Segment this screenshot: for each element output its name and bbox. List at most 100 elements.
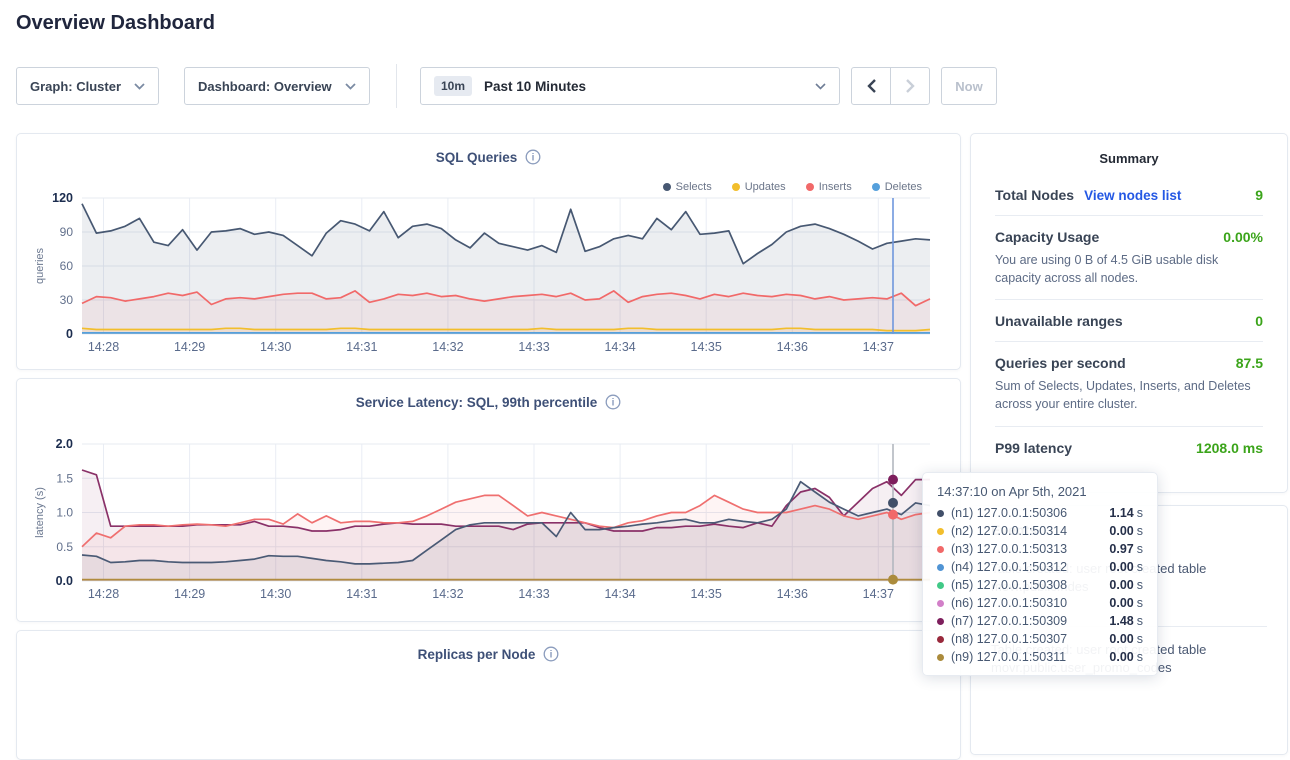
replicas-chart-title: Replicas per Node: [418, 647, 536, 662]
unavailable-ranges-value: 0: [1255, 313, 1263, 329]
x-tick-label: 14:28: [88, 340, 119, 354]
sql-queries-chart-title: SQL Queries: [436, 150, 518, 165]
node-address: (n3) 127.0.0.1:50313: [951, 542, 1067, 556]
x-tick-label: 14:30: [260, 587, 291, 601]
time-range-picker[interactable]: 10m Past 10 Minutes: [420, 67, 840, 105]
node-address: (n2) 127.0.0.1:50314: [951, 524, 1067, 538]
hover-dot: [888, 510, 898, 520]
tooltip-row: (n1) 127.0.0.1:50306 1.14s: [937, 504, 1143, 522]
node-address: (n6) 127.0.0.1:50310: [951, 596, 1067, 610]
x-tick-label: 14:32: [432, 340, 463, 354]
y-tick-label: 1.5: [56, 471, 73, 485]
node-color-dot: [937, 582, 944, 589]
now-button-label: Now: [955, 79, 982, 94]
replicas-per-node-panel: Replicas per Node i: [16, 630, 961, 760]
info-icon[interactable]: i: [605, 394, 621, 410]
y-tick-label: 0.0: [56, 574, 73, 588]
node-color-dot: [937, 546, 944, 553]
summary-row-p99: P99 latency 1208.0 ms: [995, 426, 1263, 468]
tooltip-row: (n4) 127.0.0.1:503120.00s: [937, 558, 1143, 576]
node-color-dot: [937, 636, 944, 643]
y-axis-label: latency (s): [34, 487, 46, 538]
node-color-dot: [937, 564, 944, 571]
y-axis-label: queries: [34, 247, 46, 284]
y-tick-label: 120: [52, 191, 73, 205]
p99-latency-label: P99 latency: [995, 440, 1072, 456]
tooltip-row: (n6) 127.0.0.1:50310 0.00s: [937, 594, 1143, 612]
chevron-left-icon: [867, 79, 876, 93]
node-address: (n1) 127.0.0.1:50306: [951, 506, 1067, 520]
tooltip-row: (n8) 127.0.0.1:50307 0.00s: [937, 630, 1143, 648]
dashboard-dropdown[interactable]: Dashboard: Overview: [184, 67, 370, 105]
node-color-dot: [937, 510, 944, 517]
hover-dot: [888, 575, 898, 585]
graph-dropdown[interactable]: Graph: Cluster: [16, 67, 159, 105]
svg-text:i: i: [550, 650, 553, 661]
x-tick-label: 14:30: [260, 340, 291, 354]
view-nodes-list-link[interactable]: View nodes list: [1084, 188, 1181, 203]
y-tick-label: 60: [60, 259, 74, 273]
svg-text:i: i: [532, 153, 535, 164]
summary-title: Summary: [995, 151, 1263, 166]
hover-dot: [888, 475, 898, 485]
y-tick-label: 90: [60, 225, 74, 239]
sql-queries-chart[interactable]: 14:2814:2914:3014:3114:3214:3314:3414:35…: [17, 180, 960, 368]
x-tick-label: 14:37: [863, 587, 894, 601]
node-latency-value: 1.14s: [1109, 506, 1143, 520]
total-nodes-label: Total Nodes: [995, 187, 1074, 203]
y-tick-label: 1.0: [56, 506, 73, 520]
node-address: (n7) 127.0.0.1:50309: [951, 614, 1067, 628]
now-button[interactable]: Now: [941, 67, 997, 105]
time-next-button[interactable]: [890, 67, 930, 105]
info-icon[interactable]: i: [525, 149, 541, 165]
total-nodes-value: 9: [1255, 187, 1263, 203]
node-latency-value: 0.00s: [1109, 596, 1143, 610]
chevron-down-icon: [815, 83, 826, 90]
node-address: (n8) 127.0.0.1:50307: [951, 632, 1067, 646]
x-tick-label: 14:31: [346, 340, 377, 354]
x-tick-label: 14:36: [777, 587, 808, 601]
chevron-right-icon: [906, 79, 915, 93]
y-tick-label: 0.5: [56, 540, 73, 554]
node-color-dot: [937, 654, 944, 661]
controls-divider: [396, 64, 397, 108]
qps-label: Queries per second: [995, 355, 1126, 371]
node-latency-value: 0.97s: [1109, 542, 1143, 556]
service-latency-chart[interactable]: 14:2814:2914:3014:3114:3214:3314:3414:35…: [17, 435, 960, 623]
node-latency-value: 0.00s: [1109, 632, 1143, 646]
page-title: Overview Dashboard: [16, 12, 215, 35]
dashboard-dropdown-label: Dashboard: Overview: [198, 79, 332, 94]
node-address: (n4) 127.0.0.1:50312: [951, 560, 1067, 574]
tooltip-row: (n9) 127.0.0.1:503110.00s: [937, 648, 1143, 666]
chevron-down-icon: [134, 83, 145, 90]
node-color-dot: [937, 528, 944, 535]
tooltip-row: (n7) 127.0.0.1:503091.48s: [937, 612, 1143, 630]
x-tick-label: 14:37: [863, 340, 894, 354]
tooltip-row: (n5) 127.0.0.1:503080.00s: [937, 576, 1143, 594]
capacity-usage-label: Capacity Usage: [995, 229, 1099, 245]
summary-panel: Summary Total Nodes View nodes list 9 Ca…: [970, 133, 1288, 493]
x-tick-label: 14:33: [518, 587, 549, 601]
sql-queries-panel: SQL Queries i SelectsUpdatesInsertsDelet…: [16, 133, 961, 370]
x-tick-label: 14:35: [691, 340, 722, 354]
tooltip-row: (n3) 127.0.0.1:50313 0.97s: [937, 540, 1143, 558]
info-icon[interactable]: i: [543, 646, 559, 662]
y-tick-label: 0: [66, 327, 73, 341]
unavailable-ranges-label: Unavailable ranges: [995, 313, 1123, 329]
tooltip-row: (n2) 127.0.0.1:503140.00s: [937, 522, 1143, 540]
x-tick-label: 14:34: [604, 587, 635, 601]
y-tick-label: 30: [60, 293, 74, 307]
capacity-usage-value: 0.00%: [1223, 229, 1263, 245]
summary-row-capacity: Capacity Usage 0.00% You are using 0 B o…: [995, 215, 1263, 299]
x-tick-label: 14:28: [88, 587, 119, 601]
qps-desc: Sum of Selects, Updates, Inserts, and De…: [995, 377, 1263, 413]
tooltip-rows: (n1) 127.0.0.1:50306 1.14s (n2) 127.0.0.1:…: [937, 504, 1143, 666]
summary-row-total-nodes: Total Nodes View nodes list 9: [995, 174, 1263, 215]
y-tick-label: 2.0: [56, 437, 73, 451]
qps-value: 87.5: [1236, 355, 1263, 371]
capacity-usage-desc: You are using 0 B of 4.5 GiB usable disk…: [995, 251, 1263, 287]
svg-text:i: i: [612, 398, 615, 409]
graph-dropdown-label: Graph: Cluster: [30, 79, 121, 94]
node-color-dot: [937, 600, 944, 607]
time-prev-button[interactable]: [851, 67, 891, 105]
